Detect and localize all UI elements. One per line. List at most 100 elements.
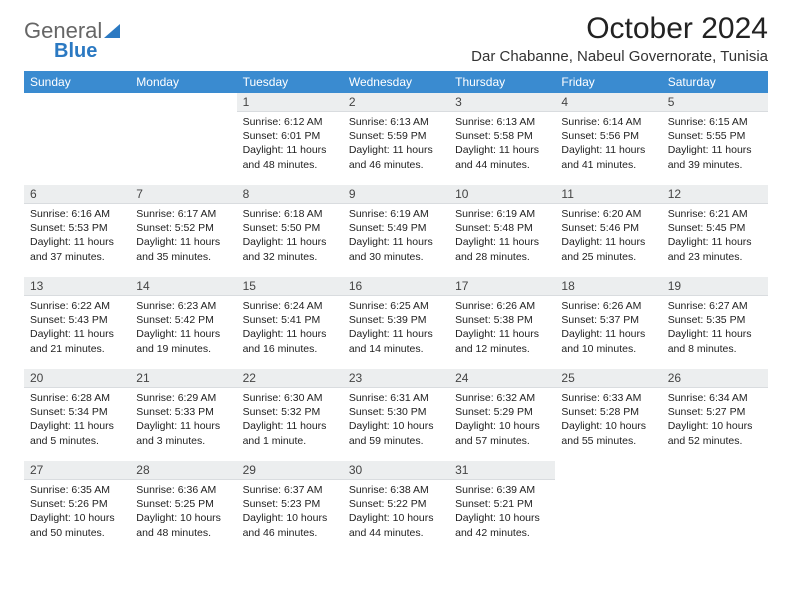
- daylight-text: Daylight: 11 hours and 46 minutes.: [349, 143, 443, 171]
- day-body: Sunrise: 6:20 AMSunset: 5:46 PMDaylight:…: [555, 204, 661, 270]
- calendar-day-cell: [24, 93, 130, 185]
- weekday-header: Thursday: [449, 71, 555, 93]
- sunrise-text: Sunrise: 6:35 AM: [30, 483, 124, 497]
- daylight-text: Daylight: 11 hours and 41 minutes.: [561, 143, 655, 171]
- day-number: 25: [555, 369, 661, 388]
- sunset-text: Sunset: 5:50 PM: [243, 221, 337, 235]
- day-body: Sunrise: 6:26 AMSunset: 5:37 PMDaylight:…: [555, 296, 661, 362]
- sunrise-text: Sunrise: 6:34 AM: [668, 391, 762, 405]
- sunset-text: Sunset: 5:52 PM: [136, 221, 230, 235]
- day-body: Sunrise: 6:38 AMSunset: 5:22 PMDaylight:…: [343, 480, 449, 546]
- sunset-text: Sunset: 5:33 PM: [136, 405, 230, 419]
- calendar-day-cell: 24 Sunrise: 6:32 AMSunset: 5:29 PMDayligh…: [449, 369, 555, 461]
- day-number: 26: [662, 369, 768, 388]
- calendar-day-cell: 15Sunrise: 6:24 AMSunset: 5:41 PMDayligh…: [237, 277, 343, 369]
- calendar-day-cell: 4Sunrise: 6:14 AMSunset: 5:56 PMDaylight…: [555, 93, 661, 185]
- weekday-header: Monday: [130, 71, 236, 93]
- daylight-text: Daylight: 10 hours and 57 minutes.: [455, 419, 549, 447]
- day-body: Sunrise: 6:30 AMSunset: 5:32 PMDaylight:…: [237, 388, 343, 454]
- day-number: 15: [237, 277, 343, 296]
- day-body: Sunrise: 6:12 AMSunset: 6:01 PMDaylight:…: [237, 112, 343, 178]
- sunset-text: Sunset: 5:39 PM: [349, 313, 443, 327]
- sunset-text: Sunset: 5:42 PM: [136, 313, 230, 327]
- sunrise-text: Sunrise: 6:31 AM: [349, 391, 443, 405]
- calendar-day-cell: [130, 93, 236, 185]
- calendar-day-cell: 30Sunrise: 6:38 AMSunset: 5:22 PMDayligh…: [343, 461, 449, 553]
- sunrise-text: Sunrise: 6:15 AM: [668, 115, 762, 129]
- sunrise-text: Sunrise: 6:26 AM: [455, 299, 549, 313]
- sunrise-text: Sunrise: 6:26 AM: [561, 299, 655, 313]
- weekday-header: Wednesday: [343, 71, 449, 93]
- daylight-text: Daylight: 10 hours and 55 minutes.: [561, 419, 655, 447]
- day-body: Sunrise: 6:13 AMSunset: 5:58 PMDaylight:…: [449, 112, 555, 178]
- calendar-day-cell: [662, 461, 768, 553]
- daylight-text: Daylight: 10 hours and 48 minutes.: [136, 511, 230, 539]
- calendar-day-cell: 27Sunrise: 6:35 AMSunset: 5:26 PMDayligh…: [24, 461, 130, 553]
- calendar-table: SundayMondayTuesdayWednesdayThursdayFrid…: [24, 71, 768, 553]
- sunrise-text: Sunrise: 6:37 AM: [243, 483, 337, 497]
- daylight-text: Daylight: 10 hours and 52 minutes.: [668, 419, 762, 447]
- sunrise-text: Sunrise: 6:23 AM: [136, 299, 230, 313]
- sunrise-text: Sunrise: 6:24 AM: [243, 299, 337, 313]
- sunrise-text: Sunrise: 6:36 AM: [136, 483, 230, 497]
- daylight-text: Daylight: 11 hours and 39 minutes.: [668, 143, 762, 171]
- day-number: 30: [343, 461, 449, 480]
- daylight-text: Daylight: 11 hours and 32 minutes.: [243, 235, 337, 263]
- brand-part2: Blue: [54, 40, 120, 63]
- sunrise-text: Sunrise: 6:20 AM: [561, 207, 655, 221]
- day-number: 1: [237, 93, 343, 112]
- day-number: 13: [24, 277, 130, 296]
- day-body: Sunrise: 6:22 AMSunset: 5:43 PMDaylight:…: [24, 296, 130, 362]
- sunset-text: Sunset: 5:56 PM: [561, 129, 655, 143]
- sunset-text: Sunset: 5:28 PM: [561, 405, 655, 419]
- day-number: 24: [449, 369, 555, 388]
- daylight-text: Daylight: 11 hours and 21 minutes.: [30, 327, 124, 355]
- sunrise-text: Sunrise: 6:28 AM: [30, 391, 124, 405]
- sunrise-text: Sunrise: 6:39 AM: [455, 483, 549, 497]
- day-number: 20: [24, 369, 130, 388]
- day-body: Sunrise: 6:26 AMSunset: 5:38 PMDaylight:…: [449, 296, 555, 362]
- daylight-text: Daylight: 11 hours and 8 minutes.: [668, 327, 762, 355]
- day-body: Sunrise: 6:35 AMSunset: 5:26 PMDaylight:…: [24, 480, 130, 546]
- sunrise-text: Sunrise: 6:21 AM: [668, 207, 762, 221]
- sunrise-text: Sunrise: 6:22 AM: [30, 299, 124, 313]
- calendar-day-cell: 7Sunrise: 6:17 AMSunset: 5:52 PMDaylight…: [130, 185, 236, 277]
- calendar-day-cell: 14Sunrise: 6:23 AMSunset: 5:42 PMDayligh…: [130, 277, 236, 369]
- day-number: 27: [24, 461, 130, 480]
- day-body: Sunrise: 6:36 AMSunset: 5:25 PMDaylight:…: [130, 480, 236, 546]
- day-number: 4: [555, 93, 661, 112]
- calendar-day-cell: 20Sunrise: 6:28 AMSunset: 5:34 PMDayligh…: [24, 369, 130, 461]
- sunrise-text: Sunrise: 6:12 AM: [243, 115, 337, 129]
- sunset-text: Sunset: 5:58 PM: [455, 129, 549, 143]
- calendar-day-cell: 21Sunrise: 6:29 AMSunset: 5:33 PMDayligh…: [130, 369, 236, 461]
- sunset-text: Sunset: 5:26 PM: [30, 497, 124, 511]
- sunrise-text: Sunrise: 6:17 AM: [136, 207, 230, 221]
- day-number: 6: [24, 185, 130, 204]
- sunset-text: Sunset: 5:48 PM: [455, 221, 549, 235]
- sunrise-text: Sunrise: 6:38 AM: [349, 483, 443, 497]
- daylight-text: Daylight: 10 hours and 50 minutes.: [30, 511, 124, 539]
- day-number: 14: [130, 277, 236, 296]
- daylight-text: Daylight: 11 hours and 48 minutes.: [243, 143, 337, 171]
- daylight-text: Daylight: 11 hours and 10 minutes.: [561, 327, 655, 355]
- day-body: Sunrise: 6:18 AMSunset: 5:50 PMDaylight:…: [237, 204, 343, 270]
- calendar-day-cell: 31Sunrise: 6:39 AMSunset: 5:21 PMDayligh…: [449, 461, 555, 553]
- sunset-text: Sunset: 5:30 PM: [349, 405, 443, 419]
- sunrise-text: Sunrise: 6:19 AM: [349, 207, 443, 221]
- location-label: Dar Chabanne, Nabeul Governorate, Tunisi…: [471, 48, 768, 65]
- calendar-day-cell: 22Sunrise: 6:30 AMSunset: 5:32 PMDayligh…: [237, 369, 343, 461]
- sunset-text: Sunset: 5:29 PM: [455, 405, 549, 419]
- daylight-text: Daylight: 11 hours and 3 minutes.: [136, 419, 230, 447]
- sunrise-text: Sunrise: 6:13 AM: [455, 115, 549, 129]
- calendar-day-cell: 16Sunrise: 6:25 AMSunset: 5:39 PMDayligh…: [343, 277, 449, 369]
- calendar-week-row: 6Sunrise: 6:16 AMSunset: 5:53 PMDaylight…: [24, 185, 768, 277]
- sunrise-text: Sunrise: 6:32 AM: [455, 391, 549, 405]
- day-body: Sunrise: 6:28 AMSunset: 5:34 PMDaylight:…: [24, 388, 130, 454]
- day-body: Sunrise: 6:19 AMSunset: 5:48 PMDaylight:…: [449, 204, 555, 270]
- sunrise-text: Sunrise: 6:30 AM: [243, 391, 337, 405]
- day-body: Sunrise: 6:13 AMSunset: 5:59 PMDaylight:…: [343, 112, 449, 178]
- daylight-text: Daylight: 10 hours and 44 minutes.: [349, 511, 443, 539]
- day-body: Sunrise: 6:19 AMSunset: 5:49 PMDaylight:…: [343, 204, 449, 270]
- sunrise-text: Sunrise: 6:13 AM: [349, 115, 443, 129]
- calendar-body: 1Sunrise: 6:12 AMSunset: 6:01 PMDaylight…: [24, 93, 768, 553]
